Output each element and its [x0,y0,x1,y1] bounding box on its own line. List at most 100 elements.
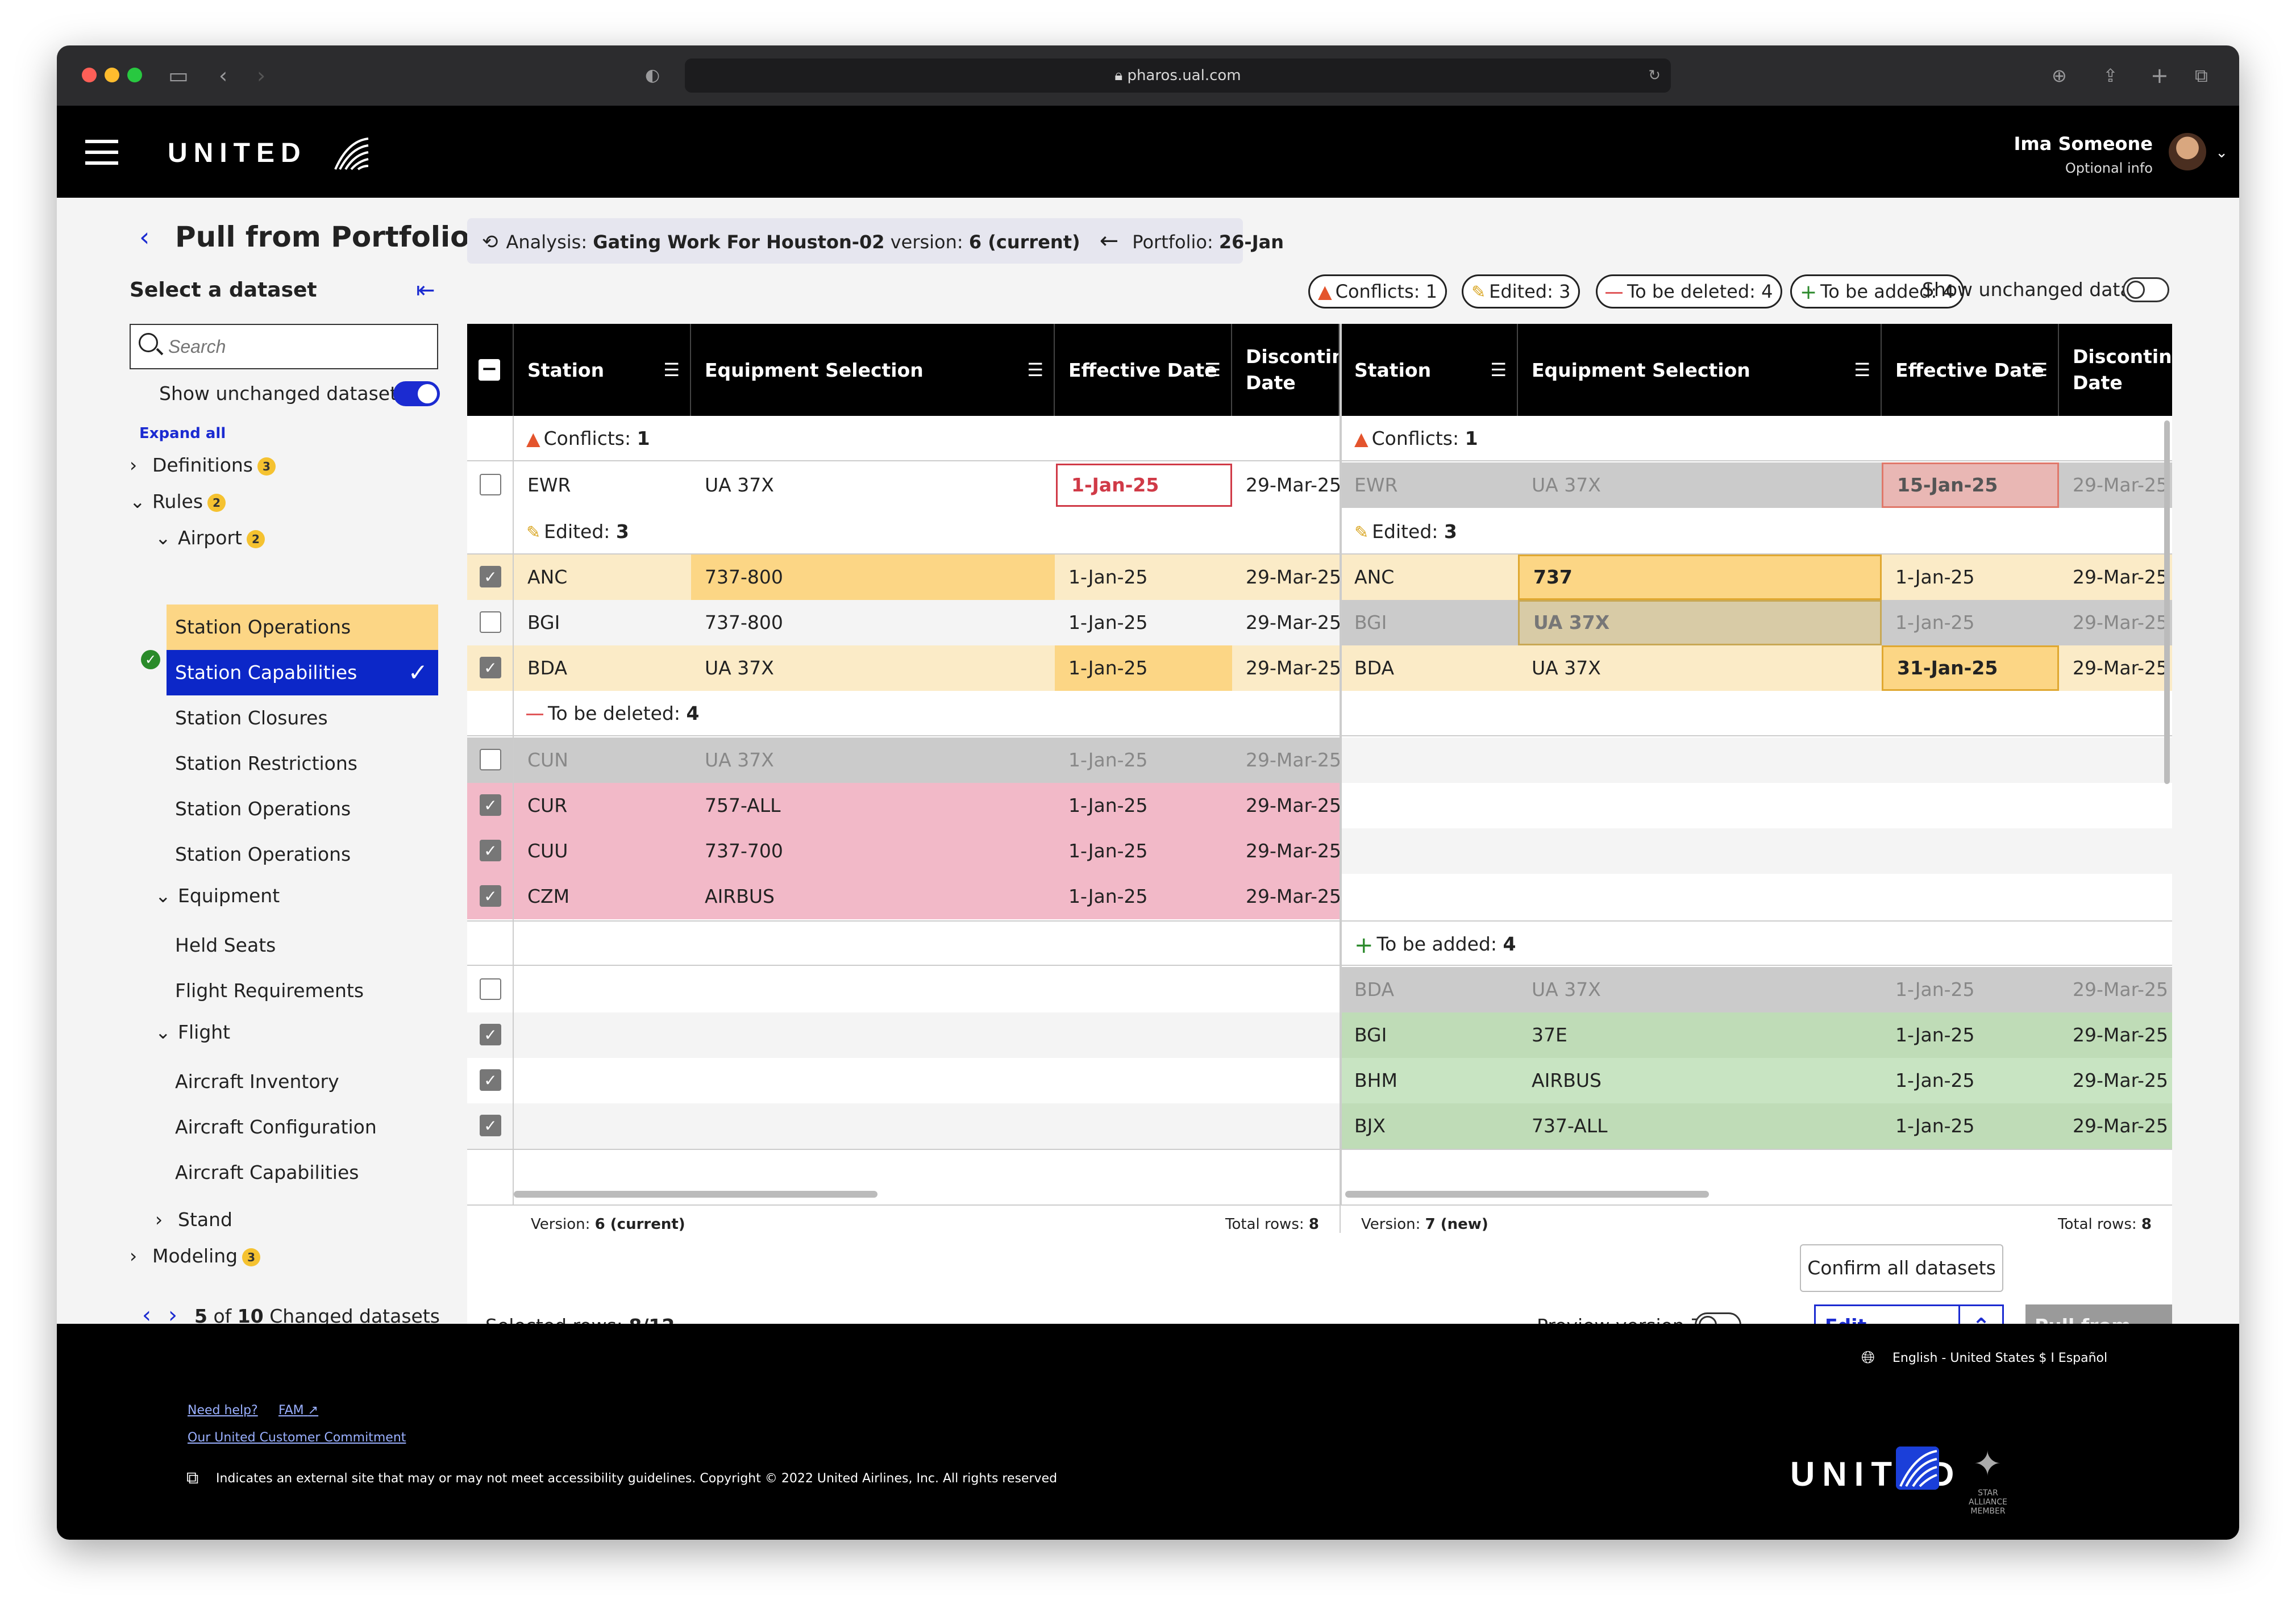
col-header-discontinue[interactable]: Discontinue Date [1232,324,1340,416]
vertical-scrollbar[interactable] [2164,420,2170,784]
col-header-effective[interactable]: Effective Date ☰ [1055,324,1232,416]
table-row[interactable]: ✓ [467,1058,1340,1103]
tree-equipment[interactable]: ⌄ Equipment [155,882,280,910]
horizontal-scrollbar[interactable] [514,1191,877,1198]
user-name[interactable]: Ima Someone [2014,133,2153,155]
prev-dataset-icon[interactable]: ‹ [142,1302,151,1328]
row-checkbox[interactable] [480,611,501,633]
table-row[interactable]: ✓ CUR 757-ALL 1-Jan-25 29-Mar-25 [467,783,1340,828]
filter-deleted[interactable]: To be deleted: 4 [1596,274,1783,309]
tree-modeling[interactable]: › Modeling 3 [130,1242,261,1270]
dataset-search[interactable] [130,324,438,369]
dataset-station-capabilities[interactable]: Station Capabilities ✓ [167,650,438,695]
tree-rules[interactable]: ⌄ Rules 2 [130,487,226,516]
collapse-sidebar-icon[interactable]: ⇤ [416,277,435,303]
row-checkbox[interactable]: ✓ [480,657,501,678]
col-header-equipment[interactable]: Equipment Selection ☰ [691,324,1055,416]
table-row[interactable]: ✓ CUU 737-700 1-Jan-25 29-Mar-25 [467,828,1340,874]
dataset-held-seats[interactable]: Held Seats [175,934,276,956]
back-nav-icon[interactable]: ‹ [219,63,228,88]
fam-link[interactable]: FAM ↗ [278,1403,318,1418]
row-checkbox[interactable]: ✓ [480,885,501,907]
row-checkbox[interactable]: ✓ [480,840,501,861]
table-row[interactable] [467,967,1340,1012]
sidebar-toggle-icon[interactable]: ▭ [168,63,189,88]
tree-flight[interactable]: ⌄ Flight [155,1018,230,1047]
table-row[interactable]: ✓ [467,1103,1340,1149]
search-input[interactable] [168,333,418,360]
row-checkbox[interactable]: ✓ [480,1024,501,1045]
new-tab-icon[interactable]: + [2151,63,2169,88]
tabs-overview-icon[interactable]: ⧉ [2195,65,2208,86]
forward-nav-icon[interactable]: › [257,63,266,88]
select-all-checkbox[interactable]: − [479,359,500,381]
filter-icon[interactable]: ☰ [1204,359,1221,381]
row-checkbox[interactable]: ✓ [480,566,501,587]
table-row[interactable]: ✓ ANC 737-800 1-Jan-25 29-Mar-25 [467,555,1340,600]
shield-icon: ◐ [645,65,660,85]
zoom-window-button[interactable] [127,68,142,82]
col-header-effective-new[interactable]: Effective Date ☰ [1882,324,2059,416]
filter-icon[interactable]: ☰ [1490,359,1507,381]
back-arrow-icon[interactable]: ‹ [139,222,150,252]
chevron-down-icon[interactable]: ⌄ [2215,144,2228,161]
address-bar[interactable]: 🔒︎ pharos.ual.com ↻ [685,59,1671,93]
dataset-aircraft-inventory[interactable]: Aircraft Inventory [175,1070,339,1093]
cell-effective-conflict[interactable]: 1-Jan-25 [1056,464,1232,507]
row-checkbox[interactable]: ✓ [480,794,501,816]
row-checkbox[interactable] [480,474,501,495]
dataset-station-operations-2[interactable]: Station Operations [175,798,351,820]
dataset-station-closures[interactable]: Station Closures [175,707,328,729]
reload-icon[interactable]: ↻ [1648,67,1661,84]
confirm-all-datasets-option[interactable]: Confirm all datasets [1800,1244,2003,1292]
dataset-flight-requirements[interactable]: Flight Requirements [175,979,364,1002]
table-row[interactable]: EWR UA 37X 1-Jan-25 29-Mar-25 [467,462,1340,508]
col-label: Equipment Selection [1532,359,1750,381]
tree-definitions[interactable]: › Definitions 3 [130,451,276,480]
menu-icon[interactable] [85,140,118,165]
united-logo[interactable]: UNITED [168,135,371,172]
table-row[interactable]: ✓ CZM AIRBUS 1-Jan-25 29-Mar-25 [467,874,1340,919]
row-checkbox[interactable]: ✓ [480,1069,501,1091]
tree-stand[interactable]: › Stand [155,1206,232,1234]
filter-icon[interactable]: ☰ [663,359,680,381]
commitment-link[interactable]: Our United Customer Commitment [188,1431,406,1445]
filter-icon[interactable]: ☰ [1854,359,1870,381]
row-checkbox[interactable] [480,978,501,1000]
filter-edited[interactable]: ✎ Edited: 3 [1462,274,1580,309]
table-row[interactable]: CUN UA 37X 1-Jan-25 29-Mar-25 [467,737,1340,783]
filter-icon[interactable]: ☰ [2031,359,2048,381]
dataset-station-restrictions[interactable]: Station Restrictions [175,752,357,774]
cell-discontinue: 29-Mar-25 [2073,611,2168,633]
need-help-link[interactable]: Need help? [188,1403,258,1418]
cell-station: BDA [1354,978,1395,1001]
next-dataset-icon[interactable]: › [168,1302,177,1328]
table-row[interactable]: ✓ BDA UA 37X 1-Jan-25 29-Mar-25 [467,645,1340,691]
dataset-aircraft-capabilities[interactable]: Aircraft Capabilities [175,1161,359,1183]
tree-airport[interactable]: ⌄ Airport 2 [155,524,265,552]
table-row[interactable]: BGI 737-800 1-Jan-25 29-Mar-25 [467,600,1340,645]
filter-icon[interactable]: ☰ [1027,359,1043,381]
col-header-station[interactable]: Station ☰ [514,324,691,416]
filter-added[interactable]: + To be added: 4 [1790,274,1964,309]
dataset-station-operations-3[interactable]: Station Operations [175,843,351,865]
minimize-window-button[interactable] [105,68,119,82]
show-unchanged-data-toggle[interactable] [2123,277,2169,302]
share-icon[interactable]: ⇪ [2103,65,2118,86]
show-unchanged-datasets-toggle[interactable] [393,381,440,406]
horizontal-scrollbar[interactable] [1345,1191,1709,1198]
table-row[interactable]: ✓ [467,1012,1340,1058]
row-checkbox[interactable] [480,749,501,770]
download-icon[interactable]: ⊕ [2052,65,2067,86]
row-checkbox[interactable]: ✓ [480,1115,501,1136]
dataset-aircraft-configuration[interactable]: Aircraft Configuration [175,1116,377,1138]
avatar[interactable] [2169,133,2206,170]
col-header-station-new[interactable]: Station ☰ [1341,324,1518,416]
col-header-discontinue-new[interactable]: Discontinue Date [2059,324,2172,416]
col-header-equipment-new[interactable]: Equipment Selection ☰ [1518,324,1882,416]
expand-all-link[interactable]: Expand all [139,425,226,442]
close-window-button[interactable] [82,68,97,82]
dataset-station-operations[interactable]: Station Operations [167,605,438,650]
filter-conflicts[interactable]: ▲ Conflicts: 1 [1308,274,1447,309]
language-selector[interactable]: English - United States $ I Español [1892,1351,2108,1365]
